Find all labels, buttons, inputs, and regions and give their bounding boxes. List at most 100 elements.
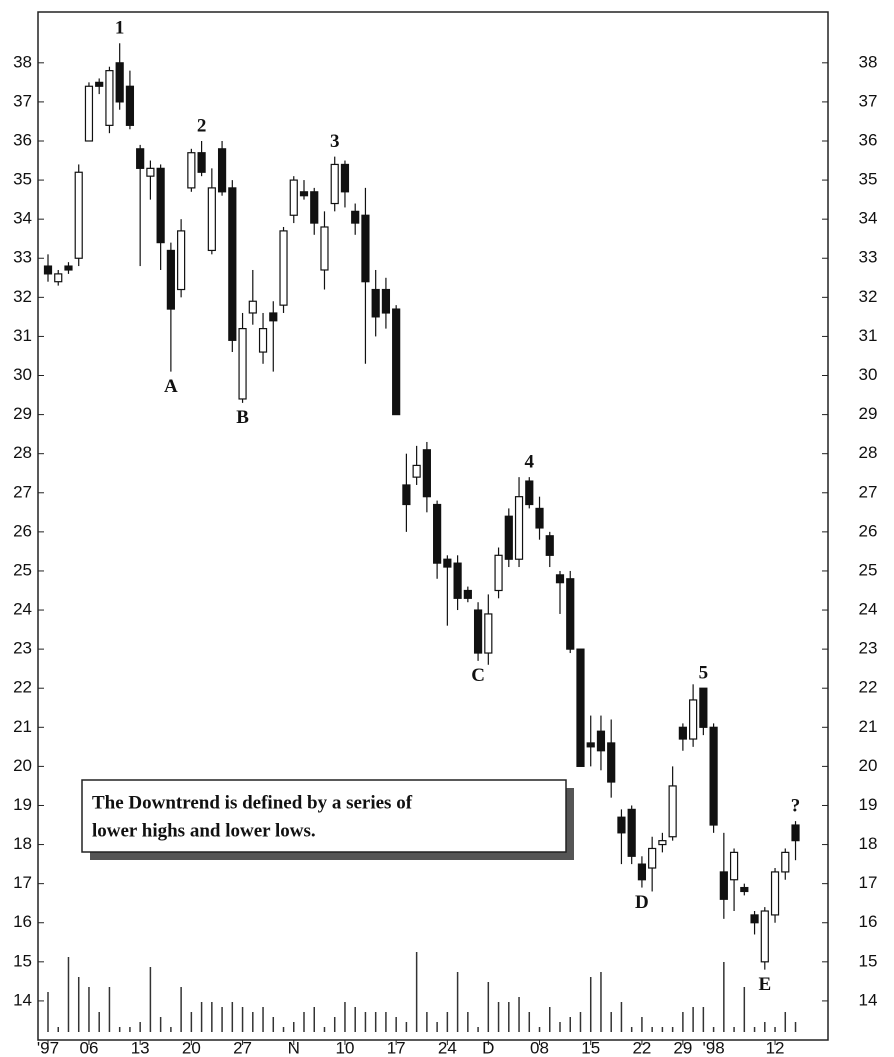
candle-body	[678, 726, 687, 740]
x-tick-label: 27	[233, 1038, 252, 1057]
y-tick-label: 15	[13, 951, 32, 970]
y-tick-label: 14	[13, 990, 32, 1009]
peak-label: 4	[525, 452, 535, 473]
candle-body	[74, 171, 83, 259]
note-line: lower highs and lower lows.	[92, 820, 316, 841]
x-tick-label: 15	[581, 1038, 600, 1057]
candle-body	[781, 851, 790, 873]
peak-label: 2	[197, 115, 207, 136]
candle-body	[473, 609, 483, 654]
y2-tick-label: 27	[859, 482, 878, 501]
candle-body	[381, 288, 391, 314]
candle-body	[689, 699, 698, 740]
trough-label: D	[635, 892, 649, 913]
y2-tick-label: 15	[859, 951, 878, 970]
candle-body	[95, 81, 104, 87]
candle-body	[443, 558, 452, 568]
peak-label: 3	[330, 131, 340, 152]
candle-body	[484, 613, 493, 654]
x-tick-label: 06	[79, 1038, 98, 1057]
candle-body	[750, 914, 759, 924]
candle-body	[361, 214, 370, 283]
candle-body	[166, 249, 175, 310]
candle-body	[402, 484, 411, 506]
y-tick-label: 33	[13, 248, 32, 267]
candle-body	[791, 824, 800, 842]
trough-label: E	[758, 974, 771, 995]
candle-body	[504, 515, 513, 560]
candle-body	[463, 589, 472, 599]
y-tick-label: 18	[13, 834, 32, 853]
candle-body	[586, 742, 595, 748]
candle-body	[330, 163, 339, 205]
x-tick-label: 08	[530, 1038, 549, 1057]
note-box: The Downtrend is defined by a series of …	[81, 779, 574, 860]
x-tick-label: 29	[673, 1038, 692, 1057]
candle-body	[289, 179, 298, 216]
x-tick-label: '98	[703, 1038, 725, 1057]
candle-body	[576, 648, 585, 767]
candle-body	[535, 507, 544, 529]
candle-body	[258, 328, 268, 353]
y2-tick-label: 32	[859, 287, 878, 306]
y-tick-label: 28	[13, 443, 32, 462]
x-tick-label: 20	[182, 1038, 201, 1057]
y-tick-label: 16	[13, 912, 32, 931]
y2-tick-label: 31	[859, 326, 878, 345]
candle-body	[555, 574, 565, 584]
candle-body	[770, 871, 780, 916]
y-tick-label: 38	[13, 52, 32, 71]
candle-body	[228, 187, 237, 341]
y2-tick-label: 26	[859, 521, 878, 540]
candle-body	[453, 562, 462, 599]
candle-body	[238, 328, 247, 400]
candle-body	[54, 273, 63, 283]
candle-body	[115, 62, 124, 103]
candle-body	[125, 85, 135, 126]
trough-label: A	[164, 376, 178, 397]
y2-tick-label: 21	[859, 717, 878, 736]
candle-body	[248, 300, 257, 314]
y2-tick-label: 20	[859, 756, 878, 775]
y2-tick-label: 38	[859, 52, 878, 71]
y-tick-label: 34	[13, 209, 32, 228]
y-tick-label: 27	[13, 482, 32, 501]
candle-body	[699, 687, 708, 728]
candle-body	[207, 187, 216, 252]
y2-tick-label: 23	[859, 639, 878, 658]
candle-body	[156, 167, 165, 244]
candle-body	[340, 163, 350, 193]
candle-body	[709, 726, 718, 826]
y-tick-label: 22	[13, 678, 32, 697]
note-line: The Downtrend is defined by a series of	[92, 792, 413, 813]
candle-body	[514, 496, 524, 560]
candle-body	[310, 191, 319, 224]
candle-body	[422, 449, 431, 498]
candle-body	[279, 230, 288, 306]
candle-body	[433, 503, 442, 564]
candle-body	[392, 308, 401, 416]
candle-body	[668, 785, 677, 838]
candle-body	[412, 464, 421, 478]
y2-tick-label: 22	[859, 678, 878, 697]
x-tick-label: 12	[766, 1038, 785, 1057]
candle-body	[525, 480, 534, 506]
x-tick-label: 13	[131, 1038, 150, 1057]
candle-body	[566, 578, 575, 650]
y-tick-label: 19	[13, 795, 32, 814]
peak-label: ?	[791, 795, 801, 816]
candle-body	[197, 152, 206, 173]
y2-tick-label: 17	[859, 873, 878, 892]
candle-body	[146, 167, 155, 177]
y-tick-label: 23	[13, 639, 32, 658]
y2-tick-label: 28	[859, 443, 878, 462]
y2-tick-label: 14	[859, 990, 878, 1009]
y2-tick-label: 37	[859, 91, 878, 110]
candle-body	[136, 148, 145, 169]
y-tick-label: 37	[13, 91, 32, 110]
candle-body	[43, 265, 53, 275]
candle-body	[658, 840, 667, 846]
candle-body	[187, 152, 196, 189]
candle-body	[84, 85, 94, 142]
